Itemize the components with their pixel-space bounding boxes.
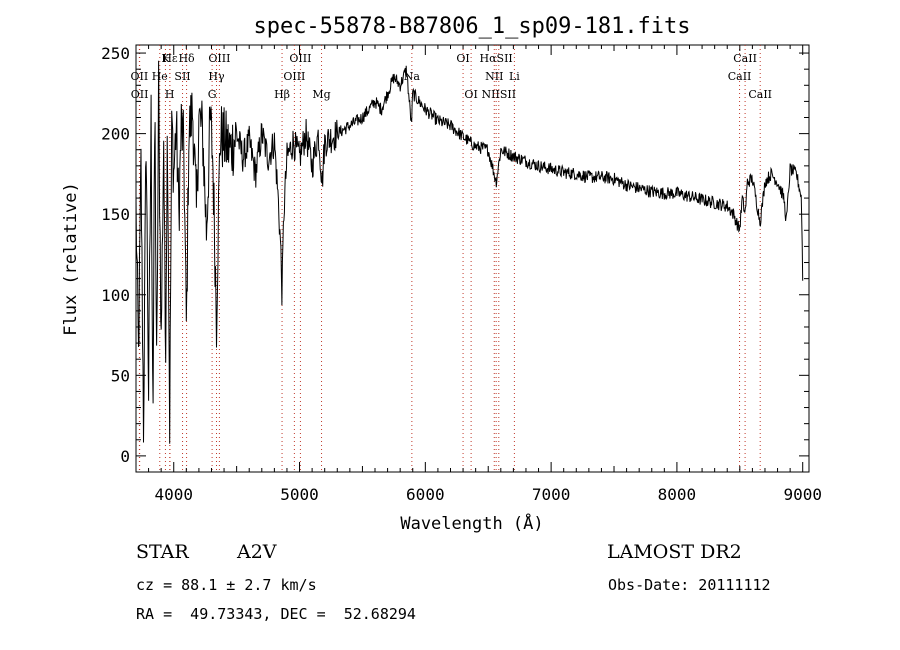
line-marker-label: OIII xyxy=(283,70,305,83)
coordinates: RA = 49.73343, DEC = 52.68294 xyxy=(136,605,416,623)
y-tick-label: 50 xyxy=(111,366,130,385)
line-marker-label: OIII xyxy=(289,52,311,65)
line-marker-label: Li xyxy=(509,70,520,83)
line-marker-label: CaII xyxy=(733,52,757,65)
survey-name: LAMOST DR2 xyxy=(607,541,742,563)
line-marker-label: G xyxy=(208,88,217,101)
line-marker-label: OI xyxy=(464,88,477,101)
observation-date: Obs-Date: 20111112 xyxy=(608,576,771,594)
line-marker-label: SII xyxy=(174,70,190,83)
y-tick-label: 0 xyxy=(120,447,130,466)
emission-line-markers xyxy=(138,45,761,472)
x-tick-label: 6000 xyxy=(406,485,445,504)
y-axis: 0 50 100 150 200 250 xyxy=(101,44,809,473)
chart-title: spec-55878-B87806_1_sp09-181.fits xyxy=(253,14,690,39)
x-tick-label: 8000 xyxy=(658,485,697,504)
y-tick-label: 250 xyxy=(101,44,130,63)
x-tick-label: 9000 xyxy=(783,485,822,504)
spectral-subclass: A2V xyxy=(237,541,277,563)
redshift-cz: cz = 88.1 ± 2.7 km/s xyxy=(136,576,317,594)
line-marker-label: OI xyxy=(456,52,469,65)
spectrum-line xyxy=(135,60,804,444)
x-tick-label: 5000 xyxy=(280,485,319,504)
x-tick-label: 7000 xyxy=(532,485,571,504)
line-marker-label: Hγ xyxy=(208,70,225,83)
y-tick-label: 200 xyxy=(101,125,130,144)
x-axis-label: Wavelength (Å) xyxy=(400,512,543,534)
line-marker-label: Mg xyxy=(312,88,330,101)
line-marker-label: Hβ xyxy=(274,88,290,101)
line-marker-label: CaII xyxy=(728,70,752,83)
line-marker-label: H xyxy=(165,88,175,101)
line-marker-label: CaII xyxy=(748,88,772,101)
y-axis-label: Flux (relative) xyxy=(61,182,81,336)
line-marker-label: Hδ xyxy=(178,52,195,65)
x-axis: 4000 5000 6000 7000 8000 9000 xyxy=(135,45,822,504)
line-marker-label: He xyxy=(152,70,168,83)
line-marker-label: NIISII xyxy=(482,88,517,101)
line-marker-label: OII xyxy=(131,88,149,101)
object-class: STAR xyxy=(136,541,189,563)
plot-frame xyxy=(135,44,810,473)
line-marker-label: HαSII xyxy=(480,52,513,65)
line-marker-label: NII xyxy=(485,70,503,83)
y-tick-label: 150 xyxy=(101,205,130,224)
y-tick-label: 100 xyxy=(101,286,130,305)
line-marker-label: OII xyxy=(131,70,149,83)
x-tick-label: 4000 xyxy=(154,485,193,504)
line-marker-label: K xyxy=(161,52,170,65)
line-marker-label: Hε xyxy=(162,52,178,65)
line-marker-label: OIII xyxy=(208,52,230,65)
